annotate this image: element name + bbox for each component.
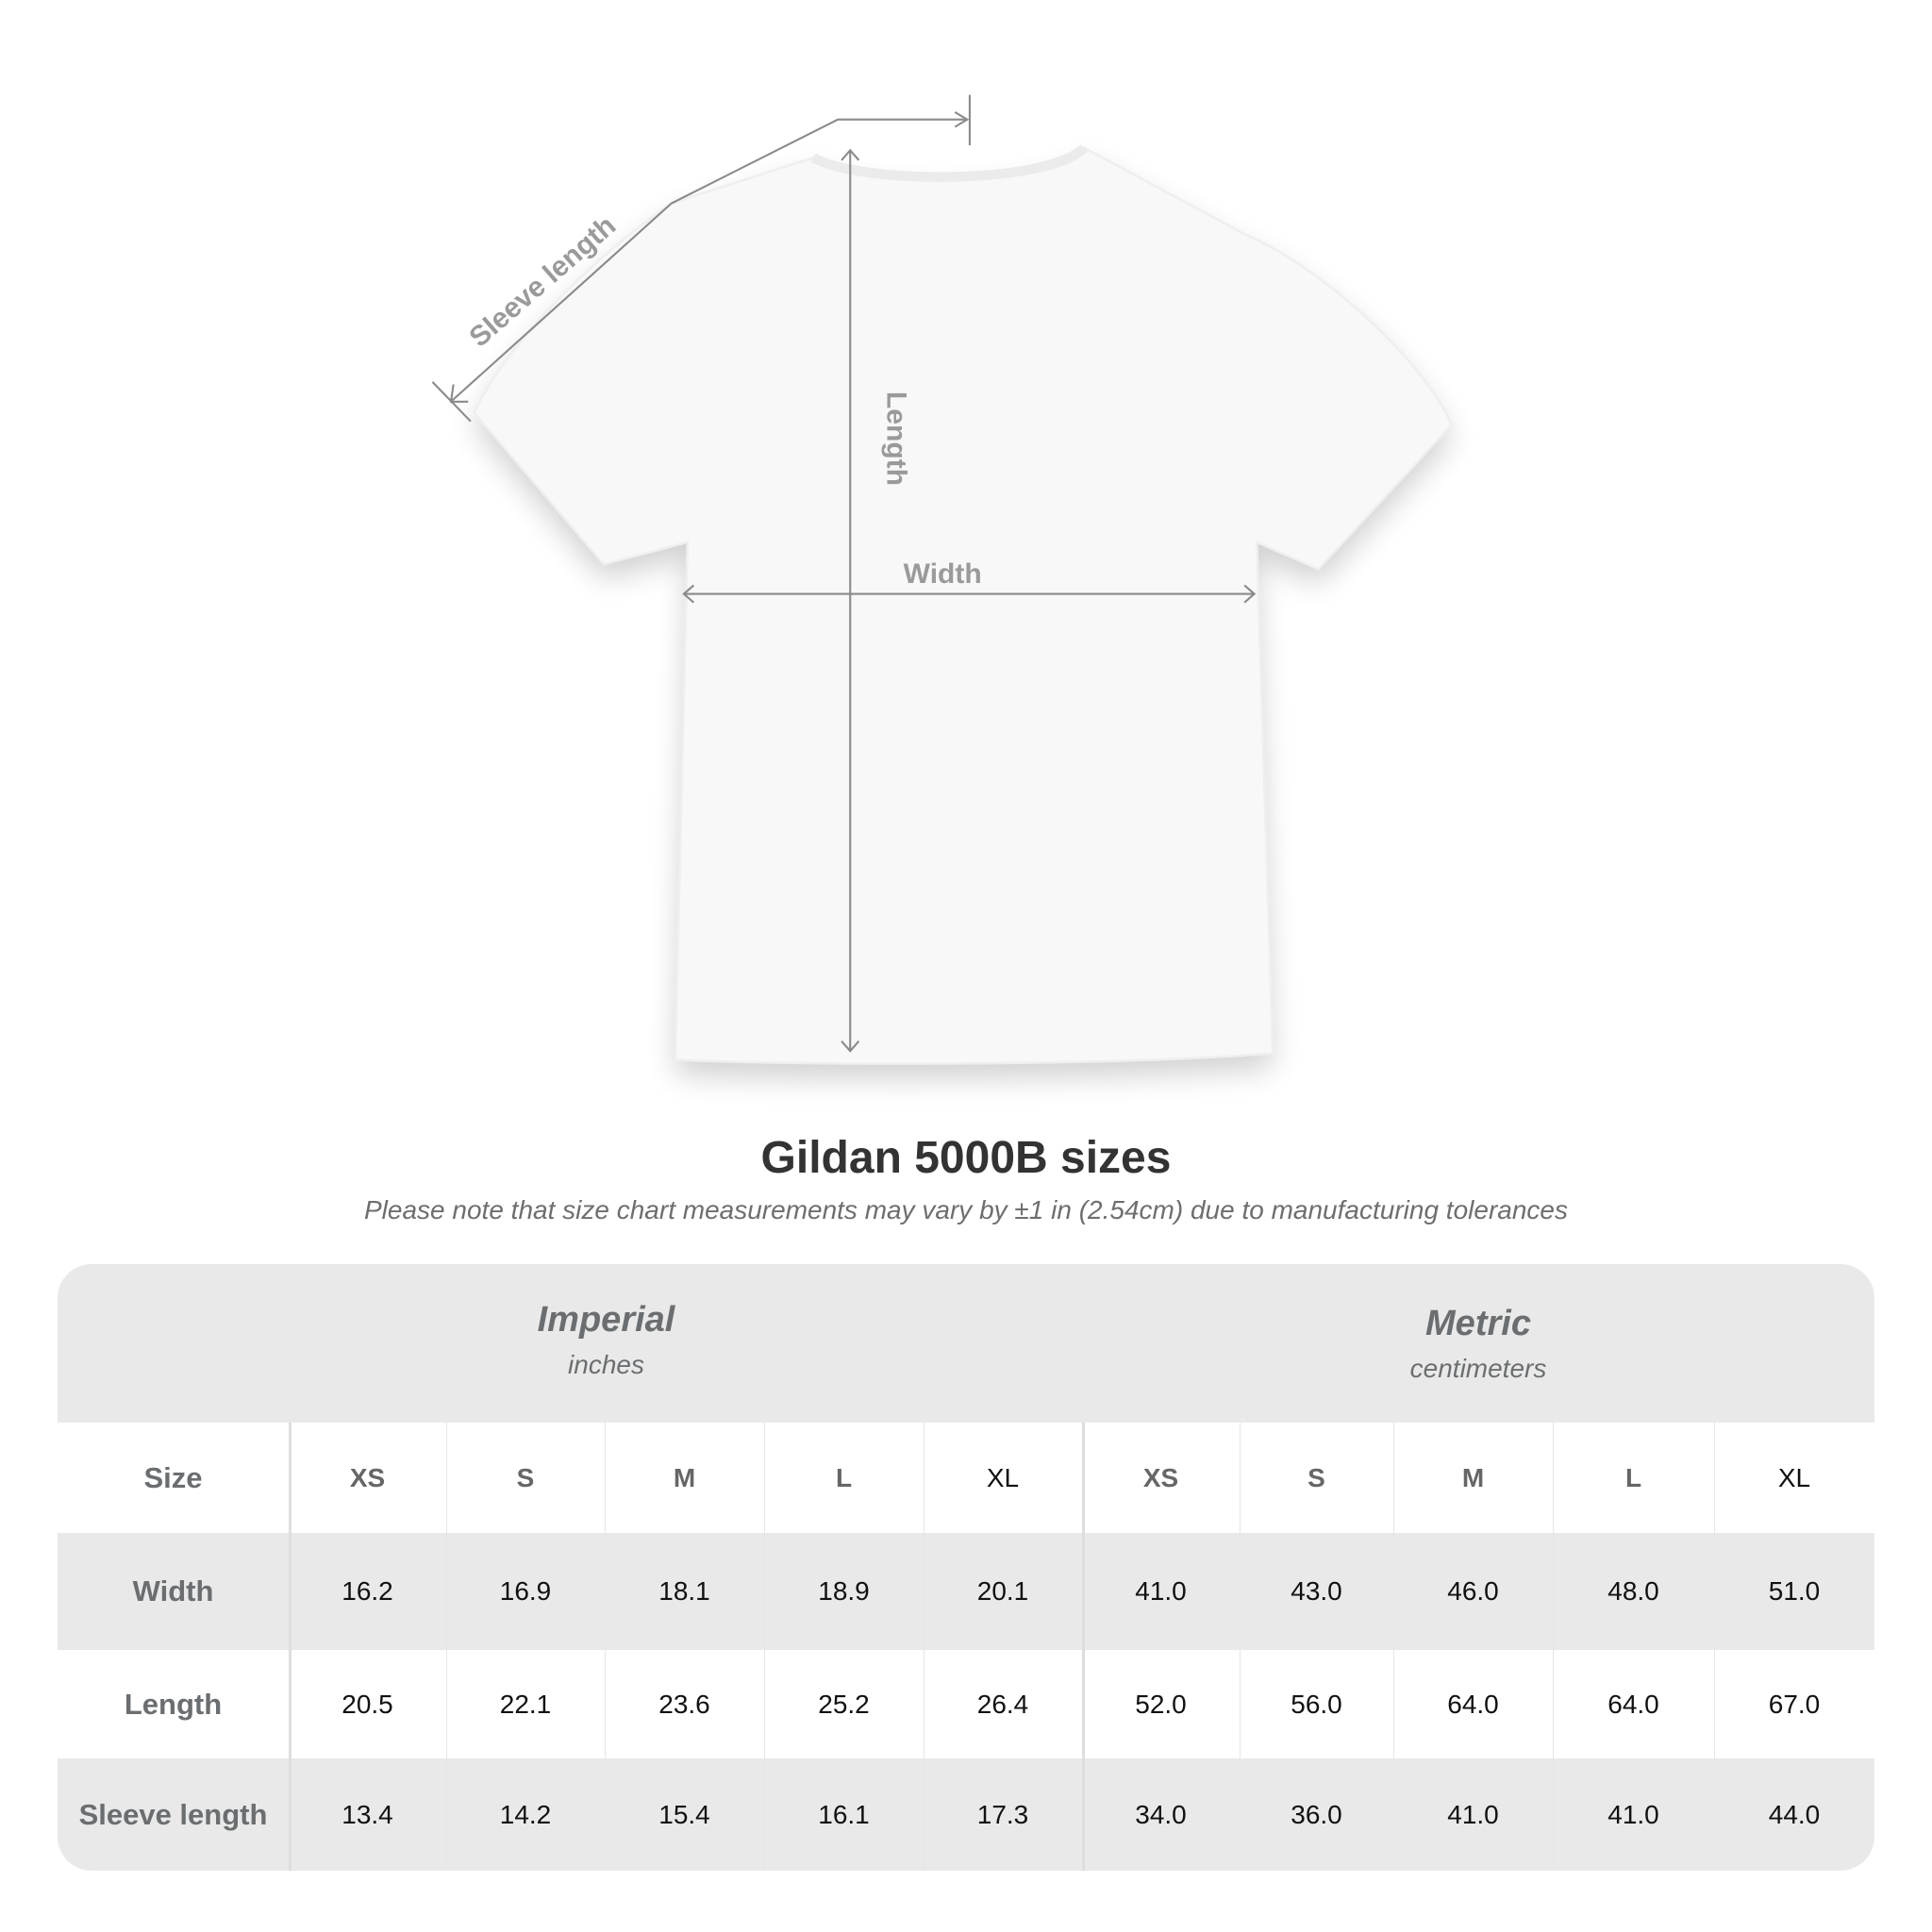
table-cell: 17.3 — [976, 1799, 1029, 1829]
width-label: Width — [904, 558, 982, 590]
table-cell: 44.0 — [1768, 1799, 1821, 1829]
column-divider — [764, 1423, 765, 1871]
size-column-header: XL — [986, 1462, 1020, 1492]
size-header-row: Size XS S M L XL XS S M L XL — [58, 1423, 1874, 1533]
table-cell: 43.0 — [1291, 1576, 1342, 1606]
column-divider — [289, 1423, 291, 1871]
group-unit: inches — [568, 1350, 644, 1379]
table-cell: 25.2 — [818, 1689, 870, 1719]
table-cell: 64.0 — [1607, 1689, 1659, 1719]
table-cell: 64.0 — [1447, 1689, 1499, 1719]
tshirt-image — [473, 146, 1454, 1065]
table-cell: 23.6 — [658, 1689, 710, 1719]
table-cell: 51.0 — [1768, 1576, 1821, 1606]
column-divider — [1553, 1423, 1554, 1871]
page-title: Gildan 5000B sizes — [760, 1133, 1172, 1183]
group-unit: centimeters — [1409, 1354, 1547, 1383]
table-row: Sleeve length 13.4 14.2 15.4 16.1 17.3 34.0 36.… — [58, 1758, 1874, 1871]
column-divider — [446, 1423, 447, 1871]
size-label: Size — [143, 1460, 203, 1494]
group-name: Metric — [1425, 1304, 1531, 1343]
row-label: Width — [132, 1574, 214, 1607]
column-divider — [1082, 1423, 1085, 1871]
size-column-header: S — [516, 1462, 535, 1492]
table-cell: 20.1 — [976, 1576, 1029, 1606]
table-cell: 18.9 — [818, 1576, 870, 1606]
size-column-header: M — [1461, 1462, 1485, 1492]
row-label: Sleeve length — [78, 1797, 268, 1831]
table-cell: 52.0 — [1135, 1689, 1187, 1719]
table-header: Imperial inches Metric centimeters — [58, 1264, 1874, 1423]
table-cell: 18.1 — [658, 1576, 710, 1606]
size-column-header: XL — [1777, 1462, 1811, 1492]
table-cell: 34.0 — [1135, 1799, 1187, 1829]
length-label: Length — [880, 391, 911, 486]
group-name: Imperial — [537, 1300, 675, 1340]
table-cell: 48.0 — [1607, 1576, 1659, 1606]
table-row: Length 20.5 22.1 23.6 25.2 26.4 52.0 56.0 64.0 64… — [58, 1650, 1874, 1758]
table-cell: 22.1 — [499, 1689, 552, 1719]
table-cell: 56.0 — [1291, 1689, 1342, 1719]
size-column-header: L — [1624, 1462, 1642, 1492]
table-cell: 36.0 — [1291, 1799, 1342, 1829]
table-cell: 14.2 — [499, 1799, 552, 1829]
size-column-header: XS — [349, 1462, 386, 1492]
table-cell: 16.2 — [341, 1576, 393, 1606]
column-divider — [605, 1423, 606, 1871]
table-cell: 67.0 — [1768, 1689, 1821, 1719]
table-cell: 41.0 — [1135, 1576, 1187, 1606]
measurement-arrows — [431, 94, 1257, 1053]
size-table: Imperial inches Metric centimeters Size X… — [58, 1264, 1874, 1871]
table-row: Width 16.2 16.9 18.1 18.9 20.1 41.0 43.0 46.0 48.… — [58, 1533, 1874, 1650]
table-cell: 26.4 — [976, 1689, 1029, 1719]
size-column-header: L — [835, 1462, 853, 1492]
group-imperial: Imperial inches — [289, 1300, 924, 1380]
column-divider — [1240, 1423, 1241, 1871]
table-cell: 16.9 — [499, 1576, 552, 1606]
table-cell: 46.0 — [1447, 1576, 1499, 1606]
table-cell: 20.5 — [341, 1689, 393, 1719]
table-cell: 41.0 — [1447, 1799, 1499, 1829]
column-divider — [1393, 1423, 1394, 1871]
table-cell: 16.1 — [818, 1799, 870, 1829]
table-cell: 13.4 — [341, 1799, 393, 1829]
row-label: Length — [124, 1687, 223, 1721]
size-column-header: M — [673, 1462, 696, 1492]
sleeve-arrow — [451, 118, 965, 402]
column-divider — [1714, 1423, 1715, 1871]
size-column-header: S — [1307, 1462, 1325, 1492]
table-cell: 41.0 — [1607, 1799, 1659, 1829]
size-column-header: XS — [1142, 1462, 1179, 1492]
table-cell: 15.4 — [658, 1799, 710, 1829]
tolerance-note: Please note that size chart measurements… — [364, 1195, 1568, 1224]
group-metric: Metric centimeters — [1082, 1304, 1874, 1384]
